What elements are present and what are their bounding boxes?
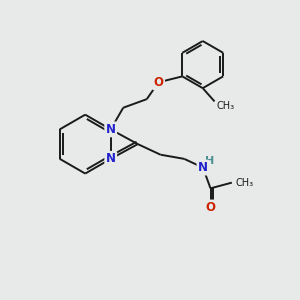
Text: N: N xyxy=(106,123,116,136)
Text: N: N xyxy=(198,161,208,174)
Text: CH₃: CH₃ xyxy=(217,101,235,111)
Text: H: H xyxy=(205,156,214,166)
Text: O: O xyxy=(206,201,215,214)
Text: N: N xyxy=(106,152,116,165)
Text: CH₃: CH₃ xyxy=(236,178,253,188)
Text: O: O xyxy=(154,76,164,89)
